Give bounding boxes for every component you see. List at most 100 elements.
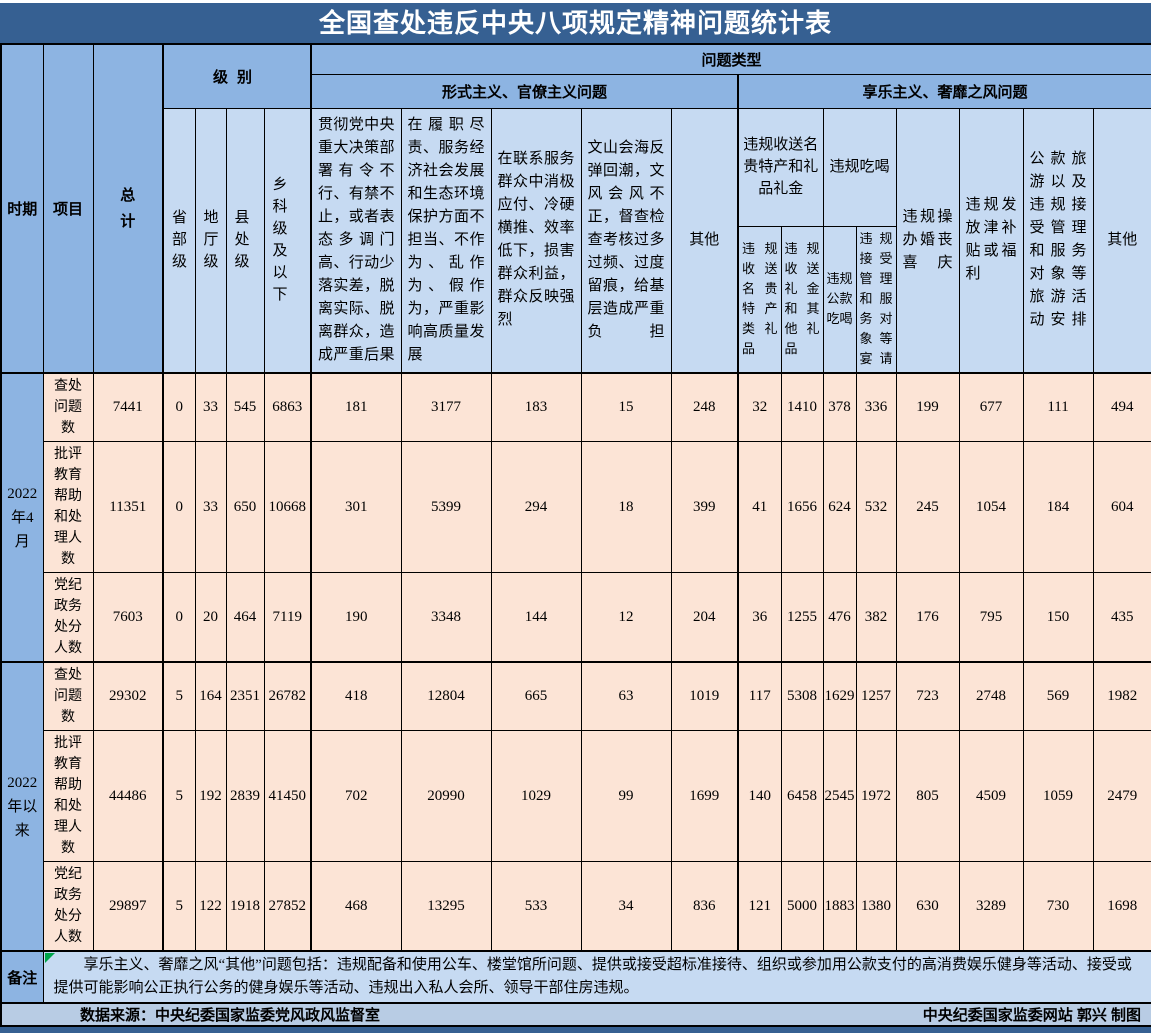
row-label: 党纪政务处分人数 bbox=[42, 861, 94, 952]
bottom-strip bbox=[0, 1027, 1151, 1033]
header-level-county: 县处级 bbox=[225, 107, 265, 374]
data-cell: 418 bbox=[310, 661, 402, 731]
data-cell: 33 bbox=[194, 441, 227, 573]
data-cell: 18 bbox=[580, 441, 672, 573]
row-label: 查处问题数 bbox=[42, 372, 94, 442]
data-cell: 1059 bbox=[1022, 730, 1094, 862]
header-formalism-group: 形式主义、官僚主义问题 bbox=[310, 73, 739, 109]
data-cell: 2839 bbox=[225, 730, 265, 862]
data-cell: 435 bbox=[1092, 572, 1151, 663]
data-cell: 34 bbox=[580, 861, 672, 952]
data-cell: 2545 bbox=[822, 730, 857, 862]
data-cell: 10668 bbox=[263, 441, 312, 573]
data-cell: 183 bbox=[490, 372, 582, 442]
data-cell: 624 bbox=[822, 441, 857, 573]
data-cell: 204 bbox=[670, 572, 739, 663]
data-cell: 650 bbox=[225, 441, 265, 573]
data-cell: 144 bbox=[490, 572, 582, 663]
data-cell: 0 bbox=[162, 572, 196, 663]
data-cell: 5 bbox=[162, 661, 196, 731]
data-cell: 11351 bbox=[92, 441, 164, 573]
notes-text: 享乐主义、奢靡之风“其他”问题包括：违规配备和使用公车、楼堂馆所问题、提供或接受… bbox=[53, 957, 1132, 996]
data-cell: 6863 bbox=[263, 372, 312, 442]
data-cell: 245 bbox=[895, 441, 960, 573]
data-cell: 2351 bbox=[225, 661, 265, 731]
data-cell: 164 bbox=[194, 661, 227, 731]
data-cell: 2479 bbox=[1092, 730, 1151, 862]
data-cell: 1982 bbox=[1092, 661, 1151, 731]
row-label: 党纪政务处分人数 bbox=[42, 572, 94, 663]
data-cell: 7603 bbox=[92, 572, 164, 663]
header-period: 时期 bbox=[0, 43, 44, 374]
data-cell: 20 bbox=[194, 572, 227, 663]
data-cell: 5308 bbox=[780, 661, 824, 731]
data-cell: 29302 bbox=[92, 661, 164, 731]
header-travel: 公款旅游以及违规接受管理和服务对象等旅游活动安排 bbox=[1022, 107, 1094, 374]
data-cell: 29897 bbox=[92, 861, 164, 952]
header-dining-group: 违规吃喝 bbox=[822, 107, 897, 227]
data-cell: 36 bbox=[737, 572, 782, 663]
row-label: 批评教育帮助和处理人数 bbox=[42, 730, 94, 862]
data-cell: 33 bbox=[194, 372, 227, 442]
header-hedonism-other: 其他 bbox=[1092, 107, 1151, 374]
data-cell: 3348 bbox=[400, 572, 492, 663]
footer-bar: 数据来源：中央纪委国家监委党风政风监督室 中央纪委国家监委网站 郭兴 制图 bbox=[0, 1002, 1151, 1027]
data-cell: 476 bbox=[822, 572, 857, 663]
period-label: 2022年以来 bbox=[0, 661, 44, 952]
data-cell: 5 bbox=[162, 861, 196, 952]
header-problem-type: 问题类型 bbox=[310, 43, 1151, 75]
header-formalism-other: 其他 bbox=[670, 107, 739, 374]
data-cell: 41450 bbox=[263, 730, 312, 862]
data-cell: 569 bbox=[1022, 661, 1094, 731]
data-cell: 1972 bbox=[855, 730, 897, 862]
data-cell: 44486 bbox=[92, 730, 164, 862]
data-cell: 1629 bbox=[822, 661, 857, 731]
data-cell: 468 bbox=[310, 861, 402, 952]
data-cell: 1255 bbox=[780, 572, 824, 663]
header-gift-sub-2: 违规收送礼金和其他礼品 bbox=[780, 225, 824, 374]
data-cell: 1380 bbox=[855, 861, 897, 952]
data-cell: 190 bbox=[310, 572, 402, 663]
header-dining-sub-1: 违规公款吃喝 bbox=[822, 225, 857, 374]
header-level-group: 级别 bbox=[161, 43, 312, 109]
data-cell: 12 bbox=[580, 572, 672, 663]
data-cell: 1257 bbox=[855, 661, 897, 731]
data-cell: 494 bbox=[1092, 372, 1151, 442]
statistics-table: 时期 项目 总计 级别 问题类型 形式主义、官僚主义问题 享乐主义、奢靡之风问题… bbox=[0, 43, 1151, 1027]
data-cell: 12804 bbox=[400, 661, 492, 731]
data-cell: 382 bbox=[855, 572, 897, 663]
data-cell: 533 bbox=[490, 861, 582, 952]
data-cell: 1054 bbox=[958, 441, 1024, 573]
data-cell: 677 bbox=[958, 372, 1024, 442]
data-cell: 41 bbox=[737, 441, 782, 573]
row-label: 批评教育帮助和处理人数 bbox=[42, 441, 94, 573]
header-total-label: 总计 bbox=[120, 187, 136, 230]
data-cell: 121 bbox=[737, 861, 782, 952]
data-cell: 604 bbox=[1092, 441, 1151, 573]
data-cell: 13295 bbox=[400, 861, 492, 952]
data-cell: 26782 bbox=[263, 661, 312, 731]
data-cell: 545 bbox=[225, 372, 265, 442]
data-cell: 2748 bbox=[958, 661, 1024, 731]
header-level-province: 省部级 bbox=[162, 107, 196, 374]
data-cell: 3177 bbox=[400, 372, 492, 442]
data-cell: 20990 bbox=[400, 730, 492, 862]
data-cell: 111 bbox=[1022, 372, 1094, 442]
header-wedding-funeral: 违规操办婚丧喜庆 bbox=[895, 107, 960, 374]
header-formalism-col-3: 文山会海反弹回潮，文风会风不正，督查检查考核过多过频、过度留痕，给基层造成严重负… bbox=[580, 107, 672, 374]
data-cell: 730 bbox=[1022, 861, 1094, 952]
header-formalism-col-0: 贯彻党中央重大决策部署有令不行、有禁不止，或者表态多调门高、行动少落实差，脱离实… bbox=[310, 107, 402, 374]
data-cell: 7441 bbox=[92, 372, 164, 442]
data-cell: 5 bbox=[162, 730, 196, 862]
data-cell: 181 bbox=[310, 372, 402, 442]
data-cell: 140 bbox=[737, 730, 782, 862]
footer-credit: 中央纪委国家监委网站 郭兴 制图 bbox=[922, 1007, 1142, 1024]
data-cell: 464 bbox=[225, 572, 265, 663]
data-cell: 795 bbox=[958, 572, 1024, 663]
header-item: 项目 bbox=[42, 43, 94, 374]
data-cell: 117 bbox=[737, 661, 782, 731]
data-cell: 5399 bbox=[400, 441, 492, 573]
header-level-township: 乡科级及以下 bbox=[263, 107, 312, 374]
data-cell: 32 bbox=[737, 372, 782, 442]
data-cell: 399 bbox=[670, 441, 739, 573]
